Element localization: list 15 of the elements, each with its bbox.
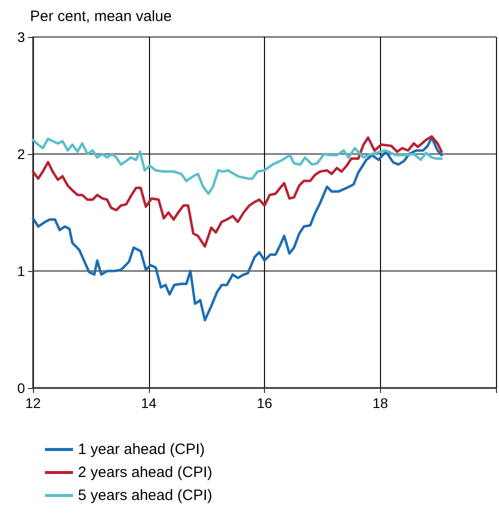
x-tick-label: 16: [256, 395, 272, 411]
x-tick-label: 14: [140, 395, 157, 411]
legend-label: 1 year ahead (CPI): [78, 441, 205, 458]
x-tick-label: 12: [25, 395, 41, 411]
y-tick-label: 1: [17, 263, 26, 279]
x-tick-label: 18: [372, 395, 388, 411]
line-series: [32, 135, 443, 248]
chart-subtitle: Per cent, mean value: [30, 8, 172, 25]
y-tick-label: 2: [17, 146, 26, 162]
legend-label: 2 years ahead (CPI): [78, 464, 212, 481]
line-series: [32, 136, 443, 322]
legend-label: 5 years ahead (CPI): [78, 487, 212, 504]
line-series: [32, 138, 443, 196]
y-tick-label: 0: [17, 380, 26, 396]
y-tick-label: 3: [17, 29, 26, 45]
